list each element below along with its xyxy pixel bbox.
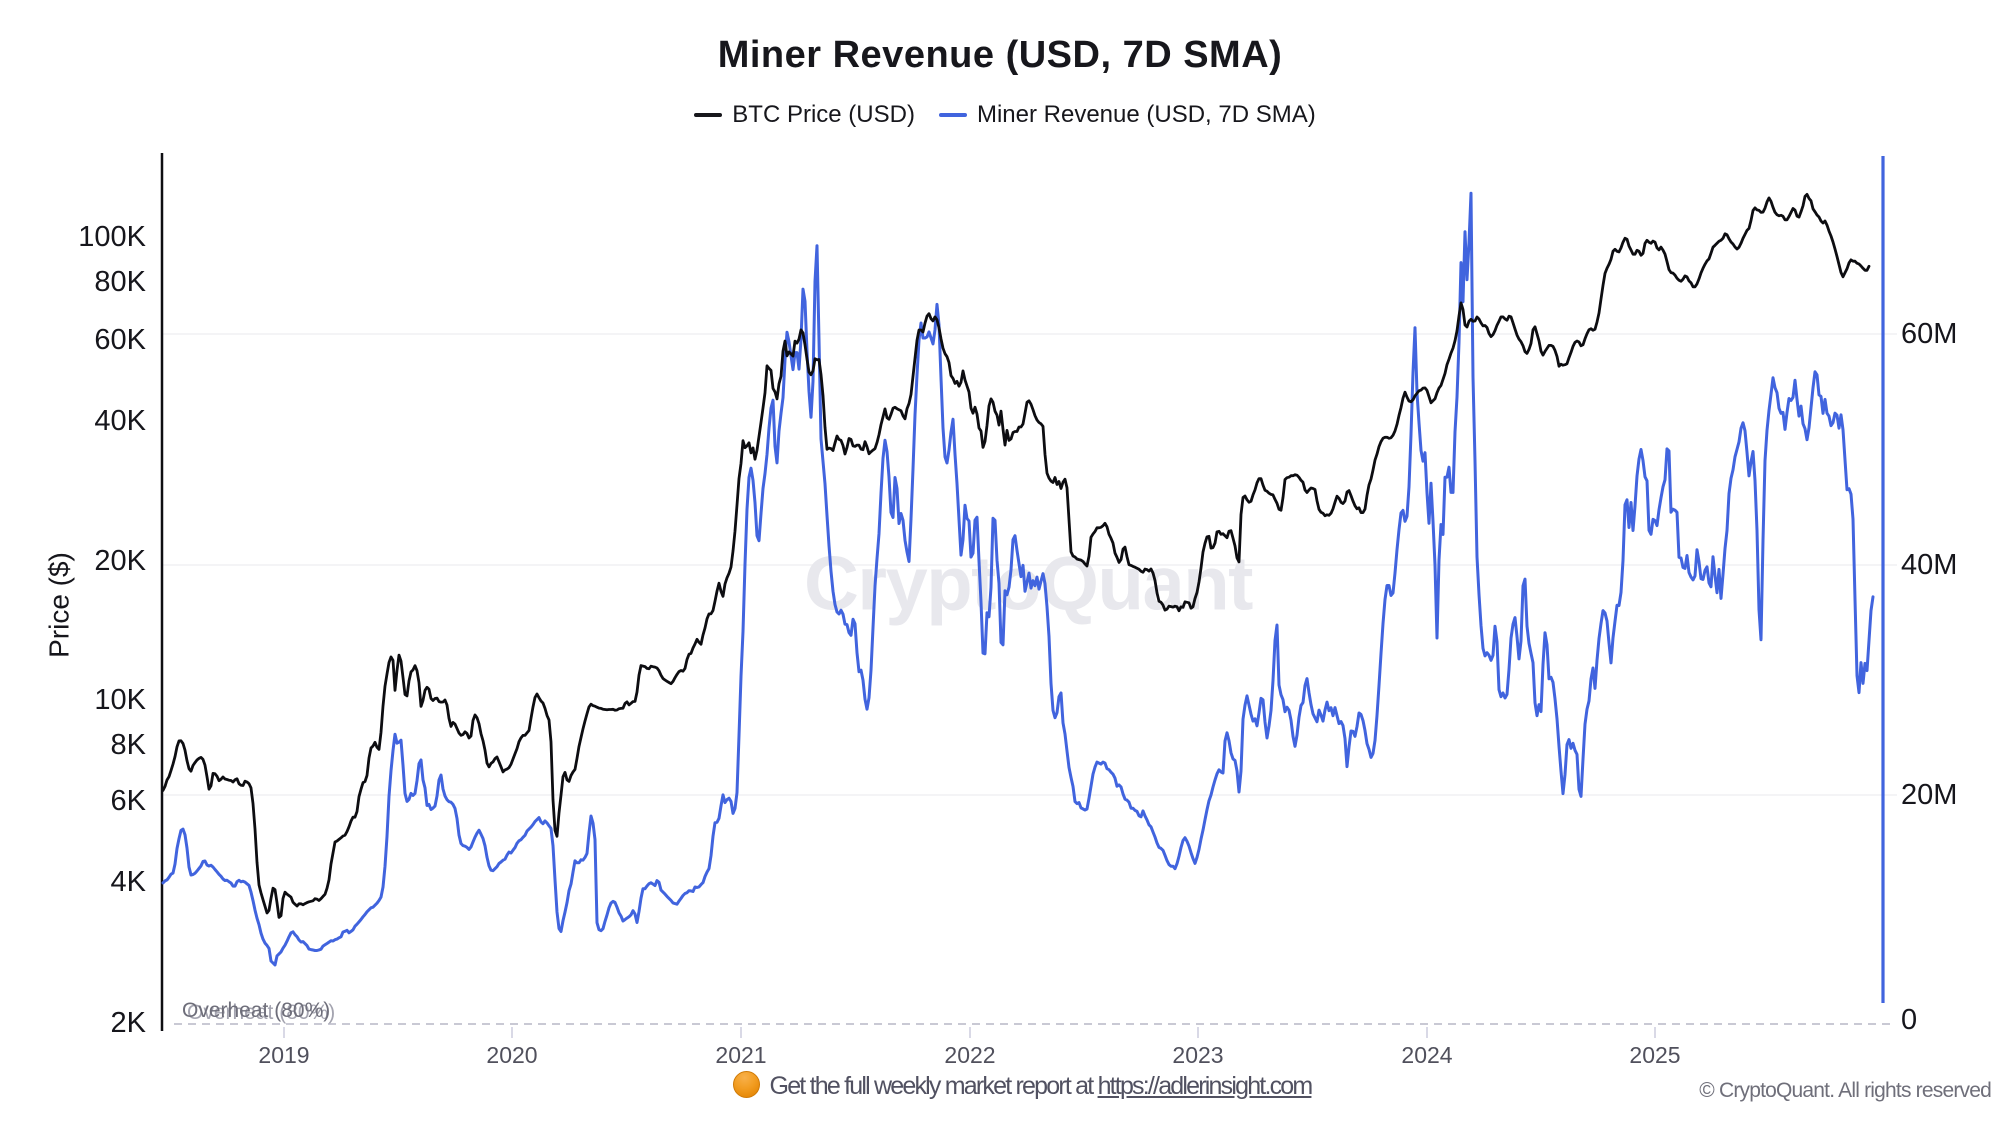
- svg-text:Price ($): Price ($): [44, 552, 75, 658]
- svg-text:60M: 60M: [1901, 318, 1957, 350]
- svg-text:8K: 8K: [111, 729, 147, 761]
- svg-text:CryptoQuant: CryptoQuant: [804, 542, 1253, 627]
- svg-text:2020: 2020: [486, 1042, 537, 1068]
- svg-text:2019: 2019: [258, 1042, 309, 1068]
- svg-text:2025: 2025: [1629, 1042, 1680, 1068]
- svg-text:2023: 2023: [1172, 1042, 1223, 1068]
- svg-text:Overheat (80%): Overheat (80%): [187, 1001, 335, 1024]
- svg-text:20M: 20M: [1901, 779, 1957, 811]
- svg-text:60K: 60K: [94, 324, 146, 356]
- svg-text:2K: 2K: [111, 1007, 147, 1039]
- svg-text:80K: 80K: [94, 266, 146, 298]
- svg-text:0: 0: [1901, 1004, 1917, 1036]
- svg-text:20K: 20K: [94, 545, 146, 577]
- svg-text:40M: 40M: [1901, 549, 1957, 581]
- svg-text:4K: 4K: [111, 866, 147, 898]
- svg-text:40K: 40K: [94, 405, 146, 437]
- svg-text:10K: 10K: [94, 684, 146, 716]
- svg-text:Overheat (80%): Overheat (80%): [182, 999, 330, 1022]
- svg-text:6K: 6K: [111, 785, 147, 817]
- svg-text:2021: 2021: [715, 1042, 766, 1068]
- svg-text:2024: 2024: [1401, 1042, 1452, 1068]
- svg-text:100K: 100K: [78, 221, 146, 253]
- svg-text:2022: 2022: [944, 1042, 995, 1068]
